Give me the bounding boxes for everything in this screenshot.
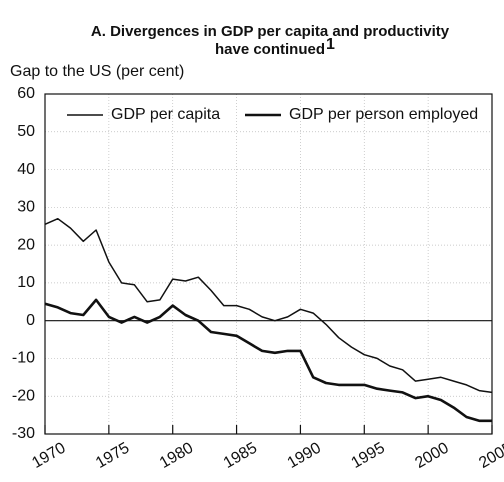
y-tick-label: 50 (17, 123, 35, 140)
x-tick-label: 1985 (221, 439, 260, 472)
x-tick-label: 1970 (29, 439, 68, 472)
y-tick-label: -30 (12, 425, 35, 442)
legend-label: GDP per person employed (289, 106, 478, 123)
y-tick-label: 40 (17, 161, 35, 178)
x-tick-label: 1995 (348, 439, 387, 472)
y-tick-label: 0 (26, 312, 35, 329)
plot-frame (44, 93, 493, 435)
y-axis-label: Gap to the US (per cent) (10, 63, 184, 80)
chart-title-line2: have continued (215, 41, 325, 58)
y-tick-label: 20 (17, 236, 35, 253)
x-tick-label: 1980 (157, 439, 196, 472)
series-line (44, 298, 492, 423)
x-tick-label: 1990 (285, 439, 324, 472)
series-line (44, 217, 493, 394)
x-tick-label: 2000 (412, 439, 451, 472)
y-tick-label: -20 (12, 387, 35, 404)
y-tick-label: 10 (17, 274, 35, 291)
y-tick-label: 60 (17, 85, 35, 102)
legend-label: GDP per capita (111, 106, 220, 123)
x-tick-label: 1975 (93, 439, 132, 472)
x-tick-label: 2005 (476, 439, 504, 472)
title-note: 1 (326, 36, 335, 53)
y-tick-label: -10 (12, 350, 35, 367)
chart-title: A. Divergences in GDP per capita and pro… (91, 23, 450, 40)
y-tick-label: 30 (17, 199, 35, 216)
